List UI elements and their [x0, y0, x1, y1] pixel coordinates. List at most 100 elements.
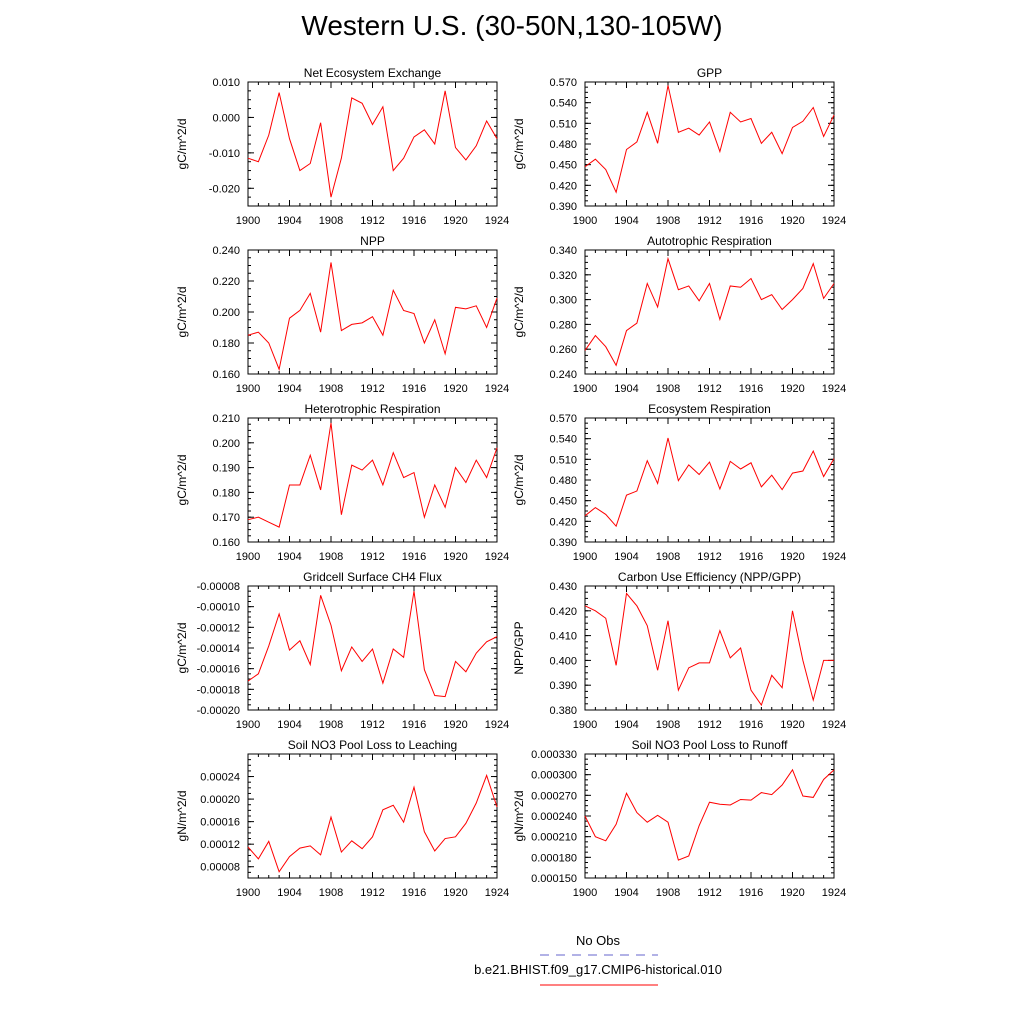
y-tick-label: -0.00010	[197, 602, 240, 614]
x-tick-label: 1900	[573, 887, 597, 899]
y-tick-label: 0.480	[549, 139, 577, 151]
chart-panel: GPP gC/m^2/d 1900 1904 1908 1912 1916 1920 1924 0…	[512, 66, 846, 227]
x-tick-label: 1912	[360, 887, 384, 899]
series-line	[584, 592, 834, 707]
x-tick-label: 1916	[739, 887, 763, 899]
y-axis-label: gC/m^2/d	[175, 455, 189, 506]
y-tick-label: 0.480	[549, 475, 577, 487]
series-line	[247, 773, 498, 873]
page-title: Western U.S. (30-50N,130-105W)	[301, 10, 723, 41]
y-axis-label: gC/m^2/d	[175, 287, 189, 338]
y-tick-label: -0.00020	[197, 705, 240, 717]
y-tick-label: 0.240	[212, 245, 240, 257]
series-line	[247, 422, 498, 528]
chart-panel: Carbon Use Efficiency (NPP/GPP) NPP/GPP 19…	[512, 570, 846, 731]
y-tick-label: -0.00018	[197, 684, 240, 696]
y-tick-label: 0.180	[212, 487, 240, 499]
x-tick-label: 1908	[319, 887, 343, 899]
x-tick-label: 1904	[277, 383, 301, 395]
y-tick-label: 0.000150	[531, 873, 577, 885]
y-tick-label: 0.570	[549, 413, 577, 425]
chart-title: Ecosystem Respiration	[648, 402, 771, 416]
x-tick-label: 1908	[319, 551, 343, 563]
x-tick-label: 1924	[485, 383, 509, 395]
x-tick-label: 1916	[402, 887, 426, 899]
y-tick-label: 0.00020	[200, 794, 240, 806]
chart-title: Net Ecosystem Exchange	[304, 66, 442, 80]
x-tick-label: 1908	[319, 383, 343, 395]
x-tick-label: 1920	[443, 383, 467, 395]
x-tick-label: 1900	[236, 887, 260, 899]
x-tick-label: 1920	[780, 551, 804, 563]
y-tick-label: 0.420	[549, 606, 577, 618]
x-tick-label: 1920	[780, 383, 804, 395]
chart-title: Autotrophic Respiration	[647, 234, 772, 248]
x-tick-label: 1912	[360, 383, 384, 395]
x-tick-label: 1916	[739, 719, 763, 731]
y-tick-label: 0.000210	[531, 832, 577, 844]
legend-model-label: b.e21.BHIST.f09_g17.CMIP6-historical.010	[474, 962, 722, 977]
x-tick-label: 1924	[822, 215, 846, 227]
y-tick-label: 0.00012	[200, 839, 240, 851]
y-tick-label: 0.540	[549, 98, 577, 110]
y-tick-label: 0.430	[549, 581, 577, 593]
x-tick-label: 1916	[402, 719, 426, 731]
x-tick-label: 1904	[277, 551, 301, 563]
x-tick-label: 1916	[402, 551, 426, 563]
x-tick-label: 1916	[402, 383, 426, 395]
y-axis-label: gC/m^2/d	[175, 623, 189, 674]
x-tick-label: 1912	[697, 551, 721, 563]
x-tick-label: 1900	[236, 383, 260, 395]
x-tick-label: 1900	[236, 719, 260, 731]
x-tick-label: 1908	[656, 719, 680, 731]
x-tick-label: 1916	[402, 215, 426, 227]
chart-panel: Soil NO3 Pool Loss to Leaching gN/m^2/d 19…	[175, 738, 509, 899]
chart-panel: Soil NO3 Pool Loss to Runoff gN/m^2/d 1900…	[512, 738, 846, 899]
x-tick-label: 1916	[739, 551, 763, 563]
y-tick-label: 0.260	[549, 344, 577, 356]
x-tick-label: 1912	[697, 719, 721, 731]
series-line	[584, 256, 835, 367]
y-axis-label: gC/m^2/d	[512, 287, 526, 338]
y-tick-label: 0.390	[549, 680, 577, 692]
y-tick-label: -0.010	[209, 148, 240, 160]
x-tick-label: 1920	[443, 887, 467, 899]
y-tick-label: 0.400	[549, 655, 577, 667]
y-tick-label: 0.540	[549, 434, 577, 446]
x-tick-label: 1900	[573, 551, 597, 563]
chart-panel: Ecosystem Respiration gC/m^2/d 1900 1904 190…	[512, 402, 846, 563]
chart-panel: Autotrophic Respiration gC/m^2/d 1900 1904 1…	[512, 234, 846, 395]
x-tick-label: 1908	[656, 887, 680, 899]
y-axis-label: NPP/GPP	[512, 621, 526, 674]
x-tick-label: 1912	[697, 215, 721, 227]
plot-frame	[247, 417, 498, 543]
y-tick-label: 0.420	[549, 180, 577, 192]
x-tick-label: 1904	[614, 383, 638, 395]
y-tick-label: 0.380	[549, 705, 577, 717]
x-tick-label: 1900	[573, 719, 597, 731]
y-tick-label: 0.320	[549, 270, 577, 282]
series-line	[247, 262, 498, 372]
series-line	[584, 437, 835, 528]
x-tick-label: 1908	[319, 215, 343, 227]
plot-frame	[247, 753, 498, 879]
chart-title: Soil NO3 Pool Loss to Runoff	[632, 738, 789, 752]
plot-frame	[584, 249, 835, 375]
y-tick-label: 0.200	[212, 307, 240, 319]
x-tick-label: 1920	[443, 551, 467, 563]
x-tick-label: 1920	[443, 719, 467, 731]
plot-frame	[247, 81, 498, 207]
chart-panel: NPP gC/m^2/d 1900 1904 1908 1912 1916 1920 1924 0…	[175, 234, 509, 395]
y-tick-label: 0.170	[212, 512, 240, 524]
x-tick-label: 1916	[739, 215, 763, 227]
chart-title: Soil NO3 Pool Loss to Leaching	[288, 738, 457, 752]
chart-title: Carbon Use Efficiency (NPP/GPP)	[618, 570, 801, 584]
x-tick-label: 1920	[780, 215, 804, 227]
y-axis-label: gN/m^2/d	[512, 791, 526, 842]
chart-title: NPP	[360, 234, 385, 248]
x-tick-label: 1924	[485, 215, 509, 227]
plot-frame	[584, 81, 835, 207]
y-tick-label: 0.220	[212, 276, 240, 288]
x-tick-label: 1900	[573, 215, 597, 227]
